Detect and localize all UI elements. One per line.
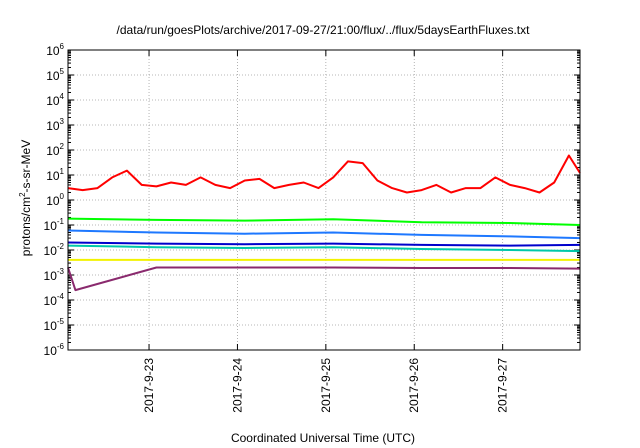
y-tick-exponent: -1 [57,217,65,226]
y-axis-label: protons/cm2-s-sr-MeV [18,140,33,256]
y-tick-base: 10 [44,269,58,283]
y-tick-label: 10-4 [44,292,65,308]
y-tick-label: 101 [46,167,64,183]
y-axis-label-post: -s-sr-MeV [19,140,33,193]
y-tick-exponent: 6 [60,42,65,51]
chart-title: /data/run/goesPlots/archive/2017-09-27/2… [117,23,531,37]
y-tick-base: 10 [46,94,60,108]
x-tick-label: 2017-9-26 [407,358,421,413]
y-tick-exponent: -5 [57,317,65,326]
y-tick-base: 10 [46,144,60,158]
y-tick-label: 105 [46,67,64,83]
y-tick-base: 10 [44,344,58,358]
series-group [67,154,581,292]
y-tick-base: 10 [46,169,60,183]
grid-lines [68,50,580,350]
y-tick-base: 10 [46,194,60,208]
y-tick-exponent: 3 [60,117,65,126]
y-tick-label: 102 [46,142,64,158]
series-line-2 [67,217,581,226]
y-tick-base: 10 [44,319,58,333]
y-tick-label: 10-1 [44,217,65,233]
x-axis-label: Coordinated Universal Time (UTC) [231,431,415,445]
y-tick-exponent: 5 [60,67,65,76]
y-axis-label-sup: 2 [18,192,27,197]
y-tick-label: 103 [46,117,64,133]
y-tick-exponent: -3 [57,267,65,276]
y-tick-label: 106 [46,42,64,58]
series-line-1 [67,154,581,194]
y-tick-exponent: 1 [60,167,65,176]
y-tick-label: 100 [46,192,64,208]
y-tick-exponent: -4 [57,292,65,301]
x-tick-label: 2017-9-27 [496,358,510,413]
y-tick-base: 10 [44,294,58,308]
y-tick-exponent: 2 [60,142,65,151]
y-tick-base: 10 [44,244,58,258]
y-tick-exponent: 0 [60,192,65,201]
y-tick-label: 10-6 [44,342,65,358]
y-axis-ticks: 10610510410310210110010-110-210-310-410-… [44,42,580,358]
y-tick-label: 10-2 [44,242,65,258]
series-line-7 [67,266,581,292]
series-line-3 [67,229,581,240]
y-tick-label: 10-5 [44,317,65,333]
y-tick-base: 10 [46,119,60,133]
y-tick-base: 10 [46,69,60,83]
y-tick-exponent: 4 [60,92,65,101]
y-tick-label: 10-3 [44,267,65,283]
y-tick-exponent: -6 [57,342,65,351]
series-line-4 [67,244,581,253]
y-tick-exponent: -2 [57,242,65,251]
y-axis-label-pre: protons/cm [19,197,33,256]
y-tick-base: 10 [46,44,60,58]
y-tick-base: 10 [44,219,58,233]
x-tick-label: 2017-9-25 [319,358,333,413]
series-line-5 [67,241,581,247]
x-tick-label: 2017-9-24 [230,358,244,413]
x-tick-label: 2017-9-23 [142,358,156,413]
y-tick-label: 104 [46,92,64,108]
x-axis-ticks: 2017-9-23 2017-9-24 2017-9-25 2017-9-26 2017… [142,50,510,413]
plot-frame [67,49,581,351]
